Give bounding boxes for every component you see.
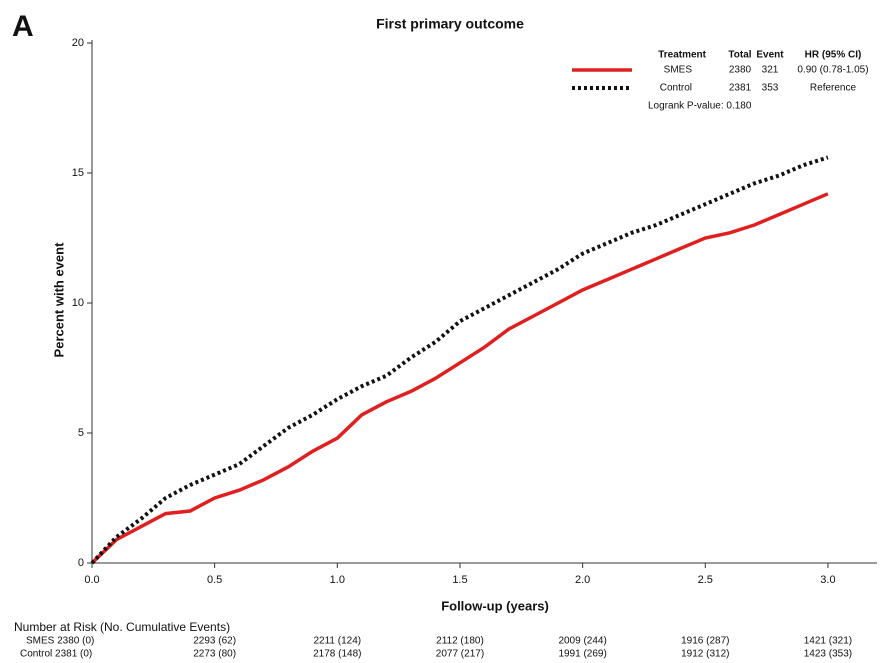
panel-label: A [12,10,34,43]
risk-cell: 2178 (148) [313,649,361,660]
y-axis-label: Percent with event [51,242,66,358]
risk-cell: 2077 (217) [436,649,484,660]
legend-header: Treatment [658,50,706,61]
legend-cell: Control [660,83,692,94]
risk-cell: 2112 (180) [436,636,484,647]
x-tick-label: 1.5 [452,574,467,586]
x-tick-label: 0.5 [207,574,222,586]
risk-cell: 1912 (312) [681,649,729,660]
risk-cell: 1421 (321) [804,636,852,647]
risk-cell: SMES 2380 (0) [26,636,94,647]
risk-cell: 2009 (244) [558,636,606,647]
risk-cell: 2211 (124) [313,636,361,647]
series-line [90,155,829,565]
y-tick-label: 20 [72,37,84,49]
x-tick-label: 0.0 [84,574,99,586]
legend-cell: 2381 [729,83,752,94]
legend-note: Logrank P-value: 0.180 [648,101,752,112]
x-axis-label: Follow-up (years) [441,598,549,613]
x-tick-label: 2.0 [575,574,590,586]
legend-header: Event [756,50,784,61]
y-tick-label: 15 [72,167,84,179]
legend-cell: Reference [810,83,857,94]
legend-header: HR (95% CI) [805,50,862,61]
legend-cell: 321 [762,65,779,76]
risk-cell: Control 2381 (0) [20,649,92,660]
legend-cell: SMES [664,65,693,76]
legend-cell: 353 [762,83,779,94]
x-tick-label: 2.5 [698,574,713,586]
risk-table-title: Number at Risk (No. Cumulative Events) [14,620,230,634]
x-tick-label: 3.0 [820,574,835,586]
legend-cell: 0.90 (0.78-1.05) [797,65,868,76]
y-tick-label: 0 [78,557,84,569]
chart-title: First primary outcome [376,16,524,32]
series-line [90,192,829,565]
legend-cell: 2380 [729,65,752,76]
y-tick-label: 10 [72,297,84,309]
risk-cell: 1916 (287) [681,636,729,647]
x-tick-label: 1.0 [330,574,345,586]
risk-cell: 2273 (80) [193,649,236,660]
legend-header: Total [728,50,751,61]
y-tick-label: 5 [78,427,84,439]
risk-cell: 2293 (62) [193,636,236,647]
risk-cell: 1991 (269) [558,649,606,660]
risk-cell: 1423 (353) [804,649,852,660]
